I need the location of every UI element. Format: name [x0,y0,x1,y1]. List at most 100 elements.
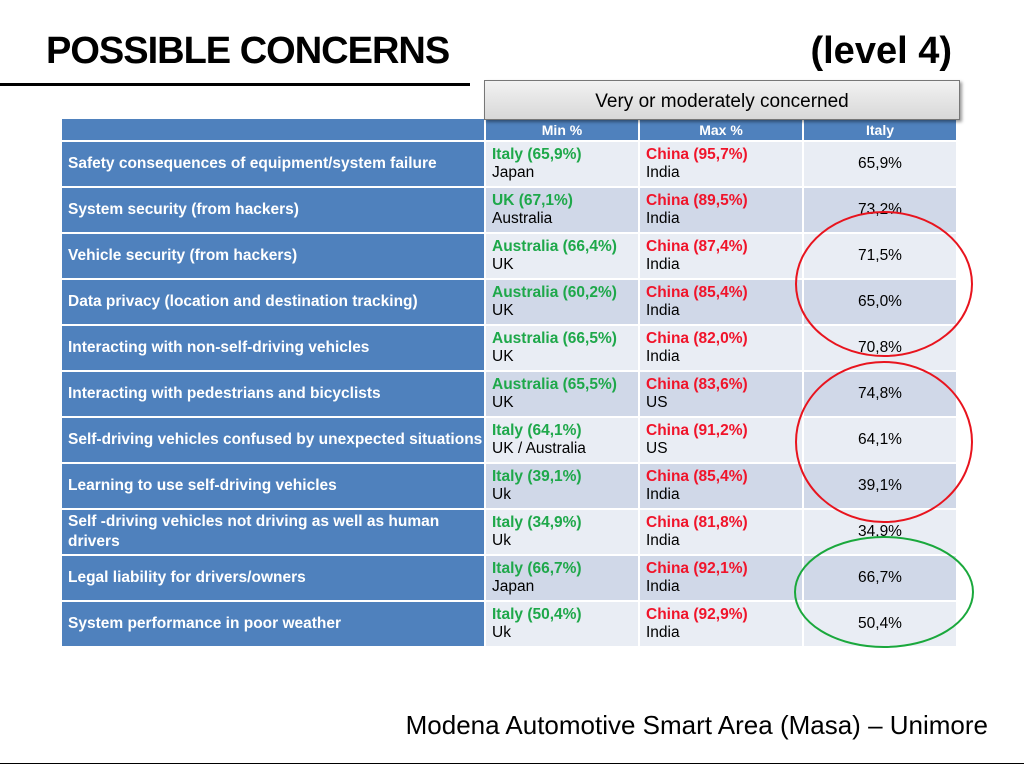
max-second: India [646,624,680,641]
table-row: Learning to use self-driving vehicles Ita… [60,462,958,510]
table-row: Safety consequences of equipment/system … [60,140,958,188]
max-cell: China (85,4%) India [638,278,804,326]
min-second: UK [492,348,514,365]
min-second: Uk [492,486,511,503]
min-value: Italy (64,1%) [492,422,582,439]
min-value: Italy (39,1%) [492,468,582,485]
max-cell: China (81,8%) India [638,508,804,556]
italy-value: 64,1% [802,416,958,464]
concern-label: Legal liability for drivers/owners [60,554,486,602]
max-cell: China (83,6%) US [638,370,804,418]
italy-value: 70,8% [802,324,958,372]
min-cell: Italy (64,1%) UK / Australia [484,416,640,464]
min-value: Italy (65,9%) [492,146,582,163]
max-cell: China (92,9%) India [638,600,804,648]
concern-label: Self-driving vehicles confused by unexpe… [60,416,486,464]
min-second: UK / Australia [492,440,586,457]
min-second: UK [492,302,514,319]
min-value: Australia (60,2%) [492,284,617,301]
concern-label: Safety consequences of equipment/system … [60,140,486,188]
max-second: US [646,394,668,411]
table-row: Interacting with non-self-driving vehicl… [60,324,958,372]
max-second: US [646,440,668,457]
max-cell: China (85,4%) India [638,462,804,510]
max-second: India [646,210,680,227]
max-value: China (91,2%) [646,422,748,439]
min-cell: Australia (66,5%) UK [484,324,640,372]
min-value: Italy (66,7%) [492,560,582,577]
header-row: Min % Max % Italy [60,117,958,142]
italy-value: 34,9% [802,508,958,556]
concern-label: Self -driving vehicles not driving as we… [60,508,486,556]
concern-label: Data privacy (location and destination t… [60,278,486,326]
table-row: System security (from hackers) UK (67,1%)… [60,186,958,234]
column-header-min: Min % [484,117,640,142]
table-row: Self -driving vehicles not driving as we… [60,508,958,556]
table-row: Self-driving vehicles confused by unexpe… [60,416,958,464]
column-header-italy: Italy [802,117,958,142]
min-cell: Italy (66,7%) Japan [484,554,640,602]
italy-value: 66,7% [802,554,958,602]
bottom-divider [0,763,1024,764]
italy-value: 73,2% [802,186,958,234]
min-cell: Italy (50,4%) Uk [484,600,640,648]
max-second: India [646,348,680,365]
min-value: Australia (66,4%) [492,238,617,255]
max-value: China (92,1%) [646,560,748,577]
footer-credit: Modena Automotive Smart Area (Masa) – Un… [405,710,988,740]
table-row: Vehicle security (from hackers) Australia… [60,232,958,280]
min-cell: Italy (65,9%) Japan [484,140,640,188]
min-second: Japan [492,164,535,181]
table-row: System performance in poor weather Italy … [60,600,958,648]
concern-label: Learning to use self-driving vehicles [60,462,486,510]
italy-value: 50,4% [802,600,958,648]
max-value: China (83,6%) [646,376,748,393]
min-cell: UK (67,1%) Australia [484,186,640,234]
max-second: India [646,302,680,319]
max-value: China (82,0%) [646,330,748,347]
italy-value: 71,5% [802,232,958,280]
max-value: China (85,4%) [646,284,748,301]
max-cell: China (82,0%) India [638,324,804,372]
min-value: Australia (66,5%) [492,330,617,347]
max-second: India [646,486,680,503]
min-value: UK (67,1%) [492,192,573,209]
max-value: China (87,4%) [646,238,748,255]
max-second: India [646,578,680,595]
min-cell: Italy (39,1%) Uk [484,462,640,510]
max-value: China (81,8%) [646,514,748,531]
min-cell: Australia (60,2%) UK [484,278,640,326]
min-value: Italy (34,9%) [492,514,582,531]
min-second: Uk [492,624,511,641]
italy-value: 74,8% [802,370,958,418]
max-cell: China (89,5%) India [638,186,804,234]
title-underline [0,83,470,86]
min-cell: Australia (65,5%) UK [484,370,640,418]
slide-level: (level 4) [810,30,952,72]
table-row: Interacting with pedestrians and bicycli… [60,370,958,418]
max-value: China (95,7%) [646,146,748,163]
min-value: Australia (65,5%) [492,376,617,393]
max-second: India [646,532,680,549]
column-header-max: Max % [638,117,804,142]
column-header [60,117,486,142]
concern-label: System performance in poor weather [60,600,486,648]
max-value: China (89,5%) [646,192,748,209]
max-second: India [646,164,680,181]
max-value: China (85,4%) [646,468,748,485]
min-second: Australia [492,210,553,227]
min-cell: Italy (34,9%) Uk [484,508,640,556]
italy-value: 39,1% [802,462,958,510]
table-row: Data privacy (location and destination t… [60,278,958,326]
italy-value: 65,9% [802,140,958,188]
min-second: Japan [492,578,535,595]
min-value: Italy (50,4%) [492,606,582,623]
max-cell: China (95,7%) India [638,140,804,188]
min-second: UK [492,394,514,411]
max-cell: China (87,4%) India [638,232,804,280]
slide-title: POSSIBLE CONCERNS [46,30,450,72]
max-second: India [646,256,680,273]
group-header: Very or moderately concerned [484,80,960,120]
concern-label: Vehicle security (from hackers) [60,232,486,280]
min-cell: Australia (66,4%) UK [484,232,640,280]
